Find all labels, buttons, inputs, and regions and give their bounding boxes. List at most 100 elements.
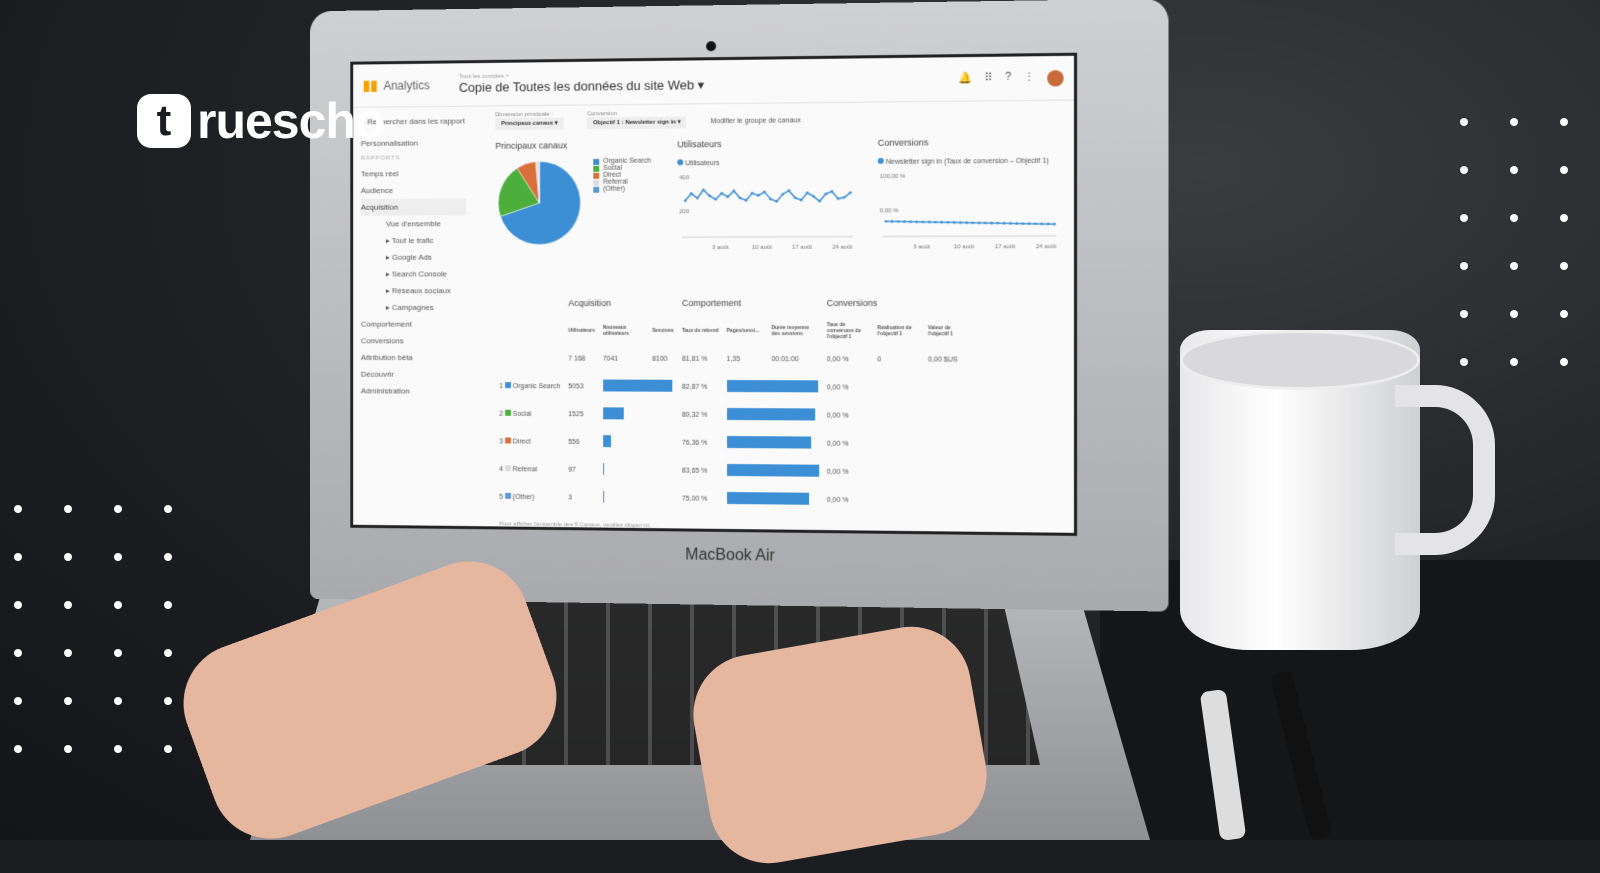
dot bbox=[164, 649, 172, 657]
data-point bbox=[909, 220, 912, 223]
show-all-link[interactable]: Pour afficher l'ensemble des 5 Canaux, v… bbox=[495, 511, 722, 536]
channel-link[interactable]: (Other) bbox=[513, 494, 535, 501]
dot bbox=[1460, 262, 1468, 270]
total-value: 7041 bbox=[599, 345, 648, 373]
dot bbox=[164, 697, 172, 705]
dot bbox=[1510, 166, 1518, 174]
channel-link[interactable]: Direct bbox=[513, 439, 531, 446]
conversion-select[interactable]: Objectif 1 : Newsletter sign in ▾ bbox=[587, 116, 687, 129]
dot bbox=[64, 649, 72, 657]
view-selector[interactable]: Copie de Toutes les données du site Web … bbox=[459, 77, 704, 96]
dot bbox=[1460, 214, 1468, 222]
data-point bbox=[928, 221, 931, 224]
data-point bbox=[1034, 222, 1037, 225]
data-point bbox=[916, 221, 919, 224]
notification-icon[interactable]: 🔔 bbox=[958, 71, 972, 87]
x-tick: 3 août bbox=[712, 245, 729, 251]
data-point bbox=[800, 199, 803, 202]
column-header[interactable]: Sessions bbox=[648, 317, 678, 345]
column-header[interactable]: Pages/sessi... bbox=[723, 317, 768, 345]
data-point bbox=[775, 200, 778, 203]
x-tick: 17 août bbox=[792, 245, 812, 251]
column-header[interactable]: Taux de rebond bbox=[678, 317, 723, 345]
sidebar-item[interactable]: Conversions bbox=[361, 332, 466, 349]
y-tick: 200 bbox=[679, 209, 690, 215]
sidebar-item[interactable]: ▸ Tout le trafic bbox=[361, 232, 466, 249]
avatar[interactable] bbox=[1047, 70, 1063, 86]
users-chart-title: Utilisateurs bbox=[677, 138, 857, 149]
data-point bbox=[831, 190, 834, 193]
dot bbox=[1460, 358, 1468, 366]
more-icon[interactable]: ⋮ bbox=[1024, 70, 1035, 86]
sidebar-item[interactable]: Administration bbox=[361, 383, 466, 400]
total-value: 81,81 % bbox=[678, 345, 723, 373]
channel-link[interactable]: Organic Search bbox=[513, 383, 561, 390]
dot bbox=[164, 601, 172, 609]
apps-icon[interactable]: ⠿ bbox=[984, 70, 992, 86]
data-point bbox=[745, 199, 748, 202]
data-point bbox=[849, 191, 852, 194]
dot bbox=[14, 697, 22, 705]
channel-link[interactable]: Social bbox=[513, 411, 532, 418]
data-point bbox=[953, 221, 956, 224]
sidebar-item[interactable]: ▸ Réseaux sociaux bbox=[361, 282, 466, 299]
data-point bbox=[751, 192, 754, 195]
table-row: 1 Organic Search 5053 82,87 % 0,00 % bbox=[495, 372, 975, 402]
dot bbox=[14, 553, 22, 561]
sidebar-item[interactable]: Temps réel bbox=[361, 165, 466, 182]
dot bbox=[114, 697, 122, 705]
column-header[interactable]: Taux de conversion de l'objectif 1 bbox=[823, 317, 873, 345]
sidebar-item[interactable]: ▸ Google Ads bbox=[361, 249, 466, 266]
dot bbox=[64, 745, 72, 753]
sidebar-item[interactable]: Acquisition bbox=[361, 198, 466, 215]
users-bar bbox=[603, 407, 624, 419]
column-header[interactable]: Utilisateurs bbox=[564, 317, 599, 345]
column-header[interactable]: Durée moyenne des sessions bbox=[767, 317, 822, 345]
dot bbox=[1460, 166, 1468, 174]
analytics-screen: ▮▮ Analytics Tous les comptes > Copie de… bbox=[350, 53, 1077, 536]
help-icon[interactable]: ? bbox=[1005, 70, 1011, 86]
dot bbox=[1560, 166, 1568, 174]
dot bbox=[1510, 310, 1518, 318]
dot bbox=[114, 601, 122, 609]
dimension-select[interactable]: Principaux canaux ▾ bbox=[495, 118, 563, 131]
sidebar: ⌕ Rechercher dans les rapport Personnali… bbox=[353, 107, 474, 527]
data-point bbox=[824, 193, 827, 196]
data-point bbox=[934, 221, 937, 224]
data-point bbox=[794, 196, 797, 199]
data-point bbox=[891, 220, 894, 223]
column-header[interactable]: Nouveaux utilisateurs bbox=[599, 317, 648, 345]
data-point bbox=[1015, 222, 1018, 225]
data-point bbox=[733, 190, 736, 193]
bounce-bar bbox=[727, 492, 810, 505]
sidebar-item[interactable]: Attribution bêta bbox=[361, 349, 466, 366]
pie-title: Principaux canaux bbox=[495, 140, 657, 151]
users-bar bbox=[603, 463, 604, 475]
x-tick: 17 août bbox=[995, 244, 1016, 250]
data-point bbox=[940, 221, 943, 224]
sidebar-item[interactable]: ▸ Search Console bbox=[361, 266, 466, 283]
conversions-chart-title: Conversions bbox=[878, 136, 1062, 148]
column-header[interactable]: Réalisation de l'objectif 1 bbox=[873, 317, 924, 345]
main-content: Dimension principale :Principaux canaux … bbox=[484, 101, 1074, 533]
modify-channel-group-link[interactable]: Modifier le groupe de canaux bbox=[710, 117, 800, 125]
dot bbox=[64, 601, 72, 609]
sidebar-item[interactable]: ▸ Campagnes bbox=[361, 299, 466, 316]
channel-link[interactable]: Referral bbox=[513, 466, 537, 473]
column-header[interactable]: Valeur de l'objectif 1 bbox=[924, 317, 975, 345]
x-tick: 10 août bbox=[752, 245, 772, 251]
sidebar-item[interactable]: Comportement bbox=[361, 316, 466, 333]
data-point bbox=[922, 221, 925, 224]
sidebar-item[interactable]: Audience bbox=[361, 182, 466, 199]
sidebar-item[interactable]: Découvrir bbox=[361, 366, 466, 383]
data-point bbox=[903, 220, 906, 223]
laptop-brand: MacBook Air bbox=[310, 542, 1168, 571]
sidebar-item[interactable]: Vue d'ensemble bbox=[361, 215, 466, 232]
dot bbox=[164, 505, 172, 513]
data-point bbox=[702, 189, 705, 192]
dot bbox=[1560, 214, 1568, 222]
